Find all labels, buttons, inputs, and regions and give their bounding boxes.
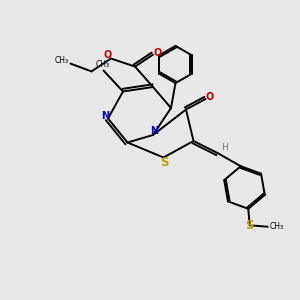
Text: O: O (153, 48, 162, 58)
Text: CH₃: CH₃ (54, 56, 69, 65)
Text: H: H (221, 143, 227, 152)
Text: S: S (160, 156, 169, 170)
Text: S: S (245, 219, 254, 232)
Text: O: O (104, 50, 112, 60)
Text: N: N (101, 110, 109, 121)
Text: CH₃: CH₃ (270, 222, 284, 231)
Text: CH₃: CH₃ (96, 60, 110, 69)
Text: N: N (150, 125, 159, 136)
Text: O: O (206, 92, 214, 102)
